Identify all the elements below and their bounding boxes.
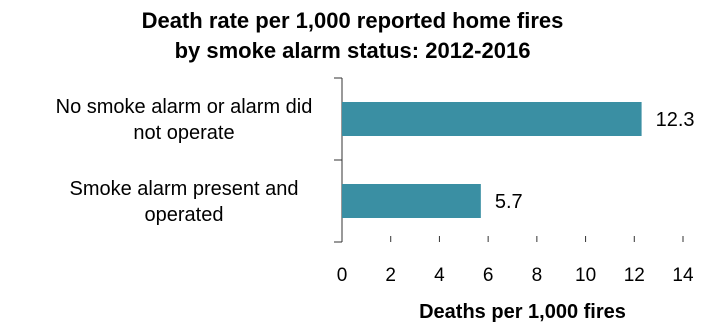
- category-label: operated: [145, 204, 224, 226]
- data-label: 5.7: [495, 191, 523, 213]
- bar: [342, 184, 481, 218]
- x-tick-label: 2: [385, 265, 396, 286]
- x-tick-label: 14: [672, 265, 694, 286]
- x-tick-label: 8: [532, 265, 543, 286]
- chart-title: Death rate per 1,000 reported home fires: [141, 8, 564, 33]
- category-label: Smoke alarm present and: [69, 178, 298, 200]
- category-label: No smoke alarm or alarm did: [56, 96, 313, 118]
- chart-subtitle: by smoke alarm status: 2012-2016: [174, 38, 531, 63]
- chart-title-block: Death rate per 1,000 reported home fires…: [0, 6, 705, 66]
- x-tick-label: 4: [434, 265, 445, 286]
- x-tick-label: 12: [624, 265, 645, 286]
- x-axis-label: Deaths per 1,000 fires: [419, 301, 626, 323]
- bar: [342, 102, 642, 136]
- data-label: 12.3: [656, 109, 695, 131]
- category-label: not operate: [133, 122, 234, 144]
- x-tick-label: 6: [483, 265, 494, 286]
- x-tick-label: 10: [575, 265, 596, 286]
- x-tick-label: 0: [337, 265, 348, 286]
